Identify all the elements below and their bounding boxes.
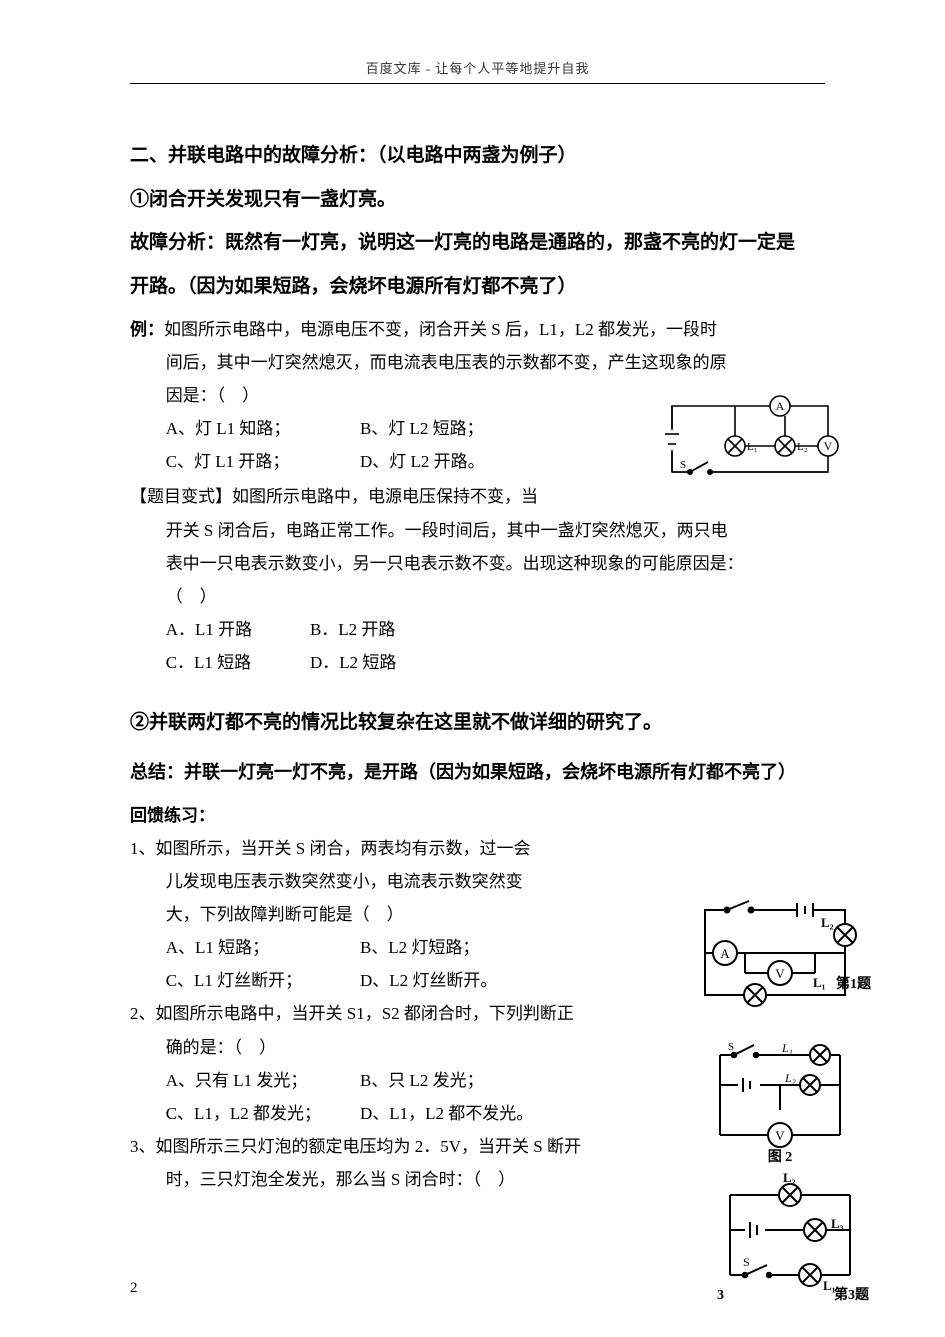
svg-text:S: S [680,459,686,471]
svg-text:L₁: L₁ [781,1041,793,1055]
q3-fig-num: 3 [717,1288,724,1304]
q2-option-a: A、只有 L1 发光； [166,1064,356,1097]
variant-option-d: D．L2 短路 [310,646,450,679]
example-option-c: C、灯 L1 开路； [166,445,356,478]
case-2-heading: ②并联两灯都不亮的情况比较复杂在这里就不做详细的研究了。 [130,701,825,745]
svg-text:V: V [775,966,785,981]
q2-option-d: D、L1，L2 都不发光。 [360,1097,550,1130]
variant-body-2: 开关 S 闭合后，电路正常工作。一段时间后，其中一盏灯突然熄灭，两只电 [130,514,825,547]
q1-circuit-diagram: A V L₂ L₁ 第1题 [695,895,865,1015]
page-number: 2 [130,1280,138,1297]
q1-option-a: A、L1 短路； [166,931,356,964]
variant-option-c: C．L1 短路 [166,646,306,679]
feedback-title: 回馈练习： [130,799,825,832]
example-body-1: 如图所示电路中，电源电压不变，闭合开关 S 后，L1，L2 都发光，一段时 [164,320,717,339]
svg-text:L₁: L₁ [747,441,758,453]
section-heading: 二、并联电路中的故障分析：（以电路中两盏为例子） [130,134,825,178]
variant-block: 【题目变式】如图所示电路中，电源电压保持不变，当 开关 S 闭合后，电路正常工作… [130,480,825,679]
q2-option-c: C、L1，L2 都发光； [166,1097,356,1130]
fault-analysis-line2: 开路。（因为如果短路，会烧坏电源所有灯都不亮了） [130,265,825,309]
q1-line1: 1、如图所示，当开关 S 闭合，两表均有示数，过一会 [130,832,825,865]
svg-text:L₂: L₂ [821,915,834,930]
variant-body-1: 如图所示电路中，电源电压保持不变，当 [232,487,538,506]
svg-text:L₁: L₁ [813,975,826,990]
example-option-b: B、灯 L2 短路； [360,412,550,445]
svg-text:L₂: L₂ [784,1071,796,1085]
example-option-d: D、灯 L2 开路。 [360,445,550,478]
summary-bold: （因为如果短路，会烧坏电源所有灯都不亮了） [418,762,796,782]
q1-fig-label: 第1题 [836,973,871,993]
svg-text:S: S [728,1041,734,1053]
svg-text:V: V [775,1128,785,1143]
summary-lead: 总结：并联一灯亮一灯不亮，是开路 [130,762,418,782]
svg-text:L₃: L₃ [831,1216,844,1231]
svg-text:V: V [824,439,833,453]
svg-text:A: A [720,946,730,961]
q1-option-c: C、L1 灯丝断开； [166,964,356,997]
q2-fig-label: 图 2 [710,1146,850,1166]
q3-circuit-diagram: L₂ L₃ L₁ S 3 第3题 [715,1170,865,1300]
svg-text:S: S [743,1255,750,1269]
svg-text:L₂: L₂ [797,441,808,453]
variant-option-a: A．L1 开路 [166,613,306,646]
variant-option-b: B．L2 开路 [310,613,450,646]
example-option-a: A、灯 L1 知路； [166,412,356,445]
summary-line: 总结：并联一灯亮一灯不亮，是开路（因为如果短路，会烧坏电源所有灯都不亮了） [130,753,825,793]
example-circuit-diagram: A V L₁ L₂ S [660,392,840,487]
variant-body-3: 表中一只电表示数变小，另一只电表示数不变。出现这种现象的可能原因是： [130,547,825,580]
q2-circuit-diagram: S L₁ L₂ V 图 2 [710,1040,850,1160]
q2-option-b: B、只 L2 发光； [360,1064,550,1097]
svg-text:A: A [776,399,785,413]
page-header: 百度文库 - 让每个人平等地提升自我 [130,58,825,84]
q3-fig-label: 第3题 [834,1284,869,1304]
q1-option-b: B、L2 灯短路； [360,931,550,964]
fault-analysis-line1: 故障分析：既然有一灯亮，说明这一灯亮的电路是通路的，那盏不亮的灯一定是 [130,221,825,265]
q1-line2: 儿发现电压表示数突然变小，电流表示数突然变 [130,865,825,898]
q1-option-d: D、L2 灯丝断开。 [360,964,550,997]
variant-lead: 【题目变式】 [130,487,232,506]
case-1-heading: ①闭合开关发现只有一盏灯亮。 [130,178,825,222]
example-lead: 例： [130,320,164,339]
svg-text:L₂: L₂ [783,1170,796,1185]
example-body-2: 间后，其中一灯突然熄灭，而电流表电压表的示数都不变，产生这现象的原 [130,346,825,379]
variant-body-4: （ ） [130,580,825,613]
